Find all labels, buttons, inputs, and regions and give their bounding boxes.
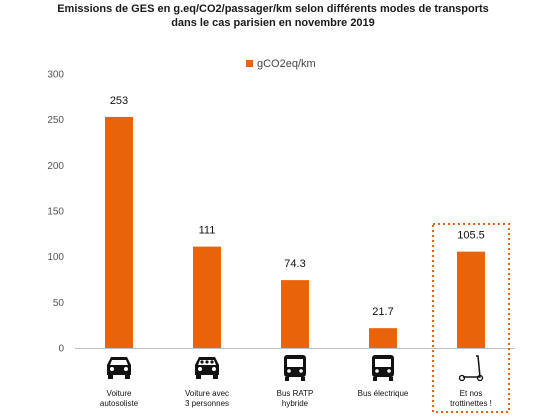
data-label: 253 <box>110 95 128 107</box>
bar <box>105 116 133 348</box>
category-label: Et nos <box>460 389 483 398</box>
data-label: 21.7 <box>372 306 393 318</box>
scooter-icon <box>458 355 484 382</box>
category-label: hybride <box>282 399 309 408</box>
bar <box>193 246 221 348</box>
category-icons <box>107 355 484 382</box>
category-label: Voiture <box>107 389 132 398</box>
category-label: Bus RATP <box>277 389 314 398</box>
chart-title: Emissions de GES en g.eq/CO2/passager/km… <box>0 2 546 30</box>
y-tick-label: 50 <box>53 298 65 309</box>
y-axis: 0 50 100 150 200 250 300 <box>47 70 515 355</box>
data-label: 111 <box>199 225 216 237</box>
bar <box>457 251 485 348</box>
bus-icon <box>284 355 306 381</box>
y-tick-label: 300 <box>47 70 64 81</box>
bars <box>105 116 485 348</box>
category-label: autosoliste <box>100 399 139 408</box>
data-label: 74.3 <box>284 258 305 270</box>
y-tick-label: 150 <box>47 207 64 218</box>
category-label: trottinettes ! <box>450 399 492 408</box>
chart-title-line1: Emissions de GES en g.eq/CO2/passager/km… <box>57 3 489 15</box>
electric-bus-icon <box>372 355 394 381</box>
highlight-frame <box>432 223 510 413</box>
y-tick-label: 100 <box>47 252 64 263</box>
chart-subtitle: dans le cas parisien en novembre 2019 <box>171 17 375 29</box>
category-label: Voiture avec <box>185 389 229 398</box>
legend-swatch <box>246 60 253 67</box>
category-label: Bus électrique <box>358 389 409 398</box>
data-labels: 253 111 74.3 21.7 105.5 <box>110 95 485 318</box>
y-tick-label: 0 <box>58 344 64 355</box>
data-label: 105.5 <box>457 230 485 242</box>
carpool-icon <box>195 357 219 379</box>
legend-label: gCO2eq/km <box>257 58 316 70</box>
highlight-box <box>432 223 510 413</box>
car-icon <box>107 357 131 379</box>
legend: gCO2eq/km <box>246 58 316 70</box>
category-label: 3 personnes <box>185 399 229 408</box>
bar <box>281 280 309 348</box>
y-tick-label: 200 <box>47 161 64 172</box>
bar <box>369 328 397 348</box>
y-tick-label: 250 <box>47 115 64 126</box>
